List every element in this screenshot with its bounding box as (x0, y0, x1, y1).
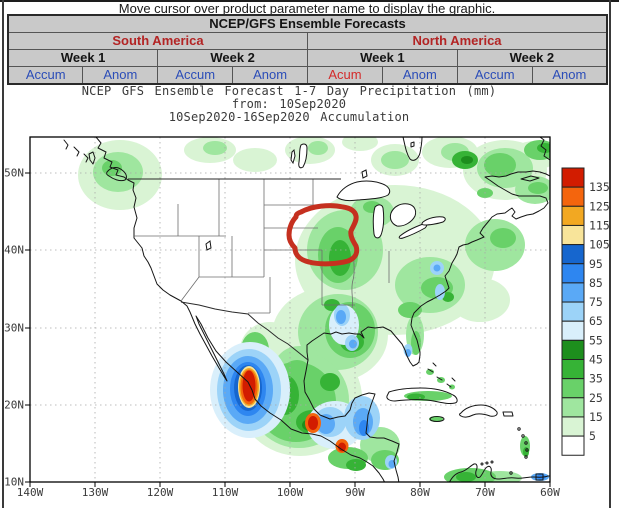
colorbar-cell-2 (561, 205, 585, 226)
nav-link-na-week1-accum[interactable]: Acum (328, 67, 362, 82)
region-header-south-america: South America (7, 32, 308, 50)
lon-label-140W: 140W (17, 486, 44, 499)
top-frame-border (0, 0, 619, 2)
national-borders (128, 178, 341, 361)
region-header-north-america: North America (307, 32, 608, 50)
colorbar-label-85: 85 (589, 276, 603, 290)
colorbar-label-45: 45 (589, 353, 603, 367)
lat-label-30N: 30N (4, 322, 24, 335)
colorbar-label-55: 55 (589, 333, 603, 347)
red-circle-annotation (286, 203, 360, 267)
nav-link-na-week2-anom[interactable]: Anom (552, 67, 587, 82)
lat-label-40N: 40N (4, 244, 24, 257)
lakes (205, 143, 446, 251)
colorbar-cell-5 (561, 263, 585, 284)
week-header-2: Week 2 (157, 49, 308, 67)
colorbar-label-65: 65 (589, 314, 603, 328)
week-header-3: Week 1 (307, 49, 458, 67)
lon-label-60W: 60W (540, 486, 560, 499)
colorbar-label-125: 125 (589, 199, 610, 213)
nav-link-sa-week2-anom[interactable]: Anom (253, 67, 288, 82)
colorbar-label-25: 25 (589, 391, 603, 405)
colorbar-cell-14 (561, 435, 585, 456)
lon-label-70W: 70W (475, 486, 495, 499)
left-frame-border (2, 0, 4, 508)
nav-cell-na-week1-accum: Acum (307, 66, 383, 85)
week-header-1: Week 1 (7, 49, 159, 67)
week-header-row: Week 1 Week 2 Week 1 Week 2 (7, 49, 608, 67)
colorbar-label-115: 115 (589, 218, 610, 232)
colorbar-label-15: 15 (589, 410, 603, 424)
nav-link-na-week1-anom[interactable]: Anom (402, 67, 437, 82)
colorbar-label-75: 75 (589, 295, 603, 309)
nav-link-na-week2-accum[interactable]: Accum (474, 67, 515, 82)
nav-cell-sa-week2-accum: Accum (157, 66, 234, 85)
nav-link-sa-week2-accum[interactable]: Accum (175, 67, 216, 82)
lon-label-130W: 130W (82, 486, 109, 499)
instruction-text: Move cursor over product parameter name … (118, 1, 496, 16)
colorbar-label-95: 95 (589, 257, 603, 271)
nav-cell-na-week2-accum: Accum (456, 66, 533, 85)
product-link-row: Accum Anom Accum Anom Acum Anom Accum Anom (7, 66, 608, 85)
lon-label-110W: 110W (212, 486, 239, 499)
nav-link-sa-week1-anom[interactable]: Anom (103, 67, 138, 82)
nav-cell-na-week2-anom: Anom (531, 66, 608, 85)
colorbar-label-5: 5 (589, 429, 596, 443)
colorbar-label-35: 35 (589, 372, 603, 386)
colorbar-cell-10 (561, 359, 585, 380)
colorbar-cell-3 (561, 224, 585, 246)
colorbar-cell-11 (561, 378, 585, 399)
lon-label-100W: 100W (277, 486, 304, 499)
colorbar-cell-8 (561, 320, 585, 341)
lat-label-20N: 20N (4, 399, 24, 412)
region-header-row: South America North America (7, 32, 608, 50)
colorbar-label-135: 135 (589, 180, 610, 194)
colorbar-legend: 5 15 25 35 45 55 65 75 85 95 105 115 125 135 (561, 167, 610, 456)
colorbar-cell-12 (561, 397, 585, 418)
colorbar-cell-1 (561, 186, 585, 207)
colorbar-cell-0 (561, 167, 585, 188)
map-valid-period: 10Sep2020-16Sep2020 Accumulation (168, 110, 410, 124)
colorbar-cell-4 (561, 244, 585, 265)
nav-cell-sa-week1-anom: Anom (82, 66, 159, 85)
colorbar-cell-13 (561, 416, 585, 437)
week-header-4: Week 2 (456, 49, 608, 67)
forecast-nav-table: NCEP/GFS Ensemble Forecasts South Americ… (7, 14, 608, 85)
nav-cell-sa-week2-anom: Anom (232, 66, 308, 85)
lon-label-120W: 120W (147, 486, 174, 499)
colorbar-label-105: 105 (589, 238, 610, 252)
colorbar-cell-7 (561, 301, 585, 322)
lon-label-90W: 90W (345, 486, 365, 499)
lon-label-80W: 80W (410, 486, 430, 499)
map-title: NCEP GFS Ensemble Forecast 1-7 Day Preci… (81, 84, 497, 98)
lat-label-50N: 50N (4, 167, 24, 180)
lat-label-10N: 10N (4, 476, 24, 489)
nav-link-sa-week1-accum[interactable]: Accum (25, 67, 66, 82)
nav-cell-sa-week1-accum: Accum (7, 66, 84, 85)
coastlines (63, 137, 550, 482)
right-frame-border (609, 0, 611, 508)
nav-cell-na-week1-anom: Anom (381, 66, 458, 85)
colorbar-cell-9 (561, 339, 585, 361)
nav-table-title: NCEP/GFS Ensemble Forecasts (7, 14, 608, 33)
colorbar-cell-6 (561, 282, 585, 303)
map-init-date: from: 10Sep2020 (231, 97, 347, 111)
